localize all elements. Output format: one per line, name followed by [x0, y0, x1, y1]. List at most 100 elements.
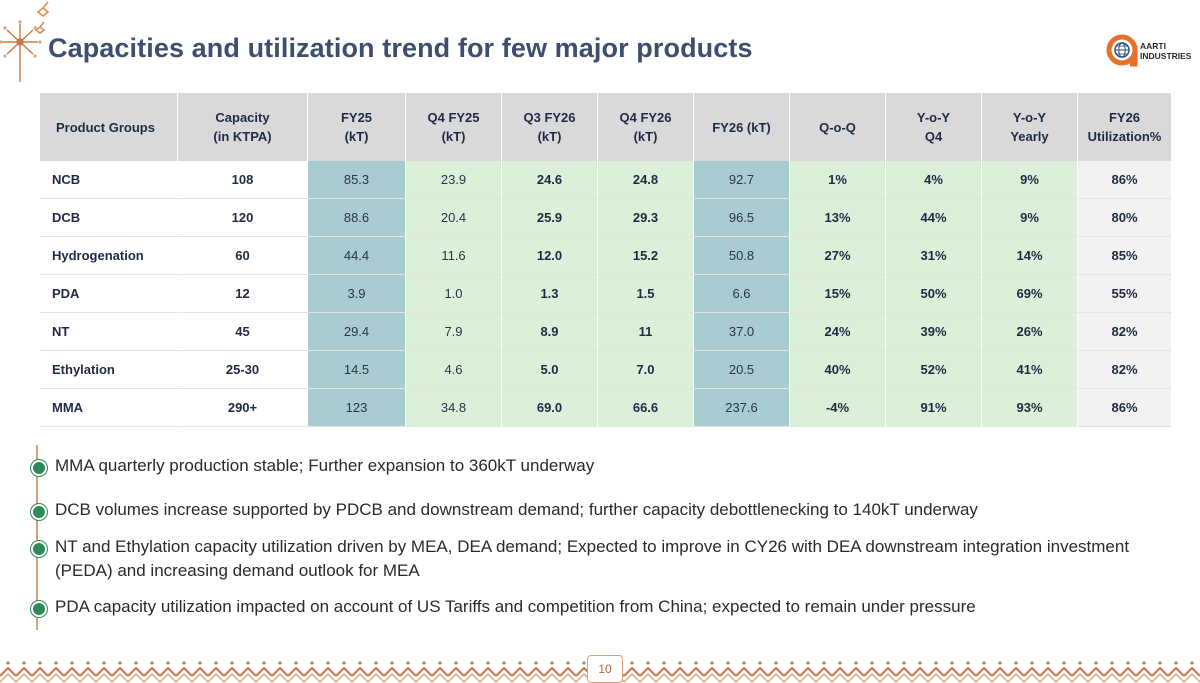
capacity-cell: 12	[178, 275, 308, 313]
brand-name-line1: AARTI	[1140, 41, 1166, 51]
fy25-cell: 85.3	[308, 161, 406, 199]
capacity-cell: 25-30	[178, 351, 308, 389]
yoy-yearly-cell: 9%	[982, 161, 1078, 199]
column-header: Product Groups	[40, 93, 178, 161]
table-body: NCB 108 85.3 23.9 24.6 24.8 92.7 1% 4% 9% 86% DCB 12…	[40, 161, 1172, 427]
fy26-cell: 6.6	[694, 275, 790, 313]
aarti-logo-icon	[1106, 34, 1138, 67]
fy26-cell: 37.0	[694, 313, 790, 351]
fy26-cell: 237.6	[694, 389, 790, 427]
q3fy26-cell: 24.6	[502, 161, 598, 199]
column-header: FY26 Utilization%	[1078, 93, 1172, 161]
column-header: Q4 FY26 (kT)	[598, 93, 694, 161]
q4fy25-cell: 7.9	[406, 313, 502, 351]
product-group-cell: DCB	[40, 199, 178, 237]
brand-name-line2: INDUSTRIES	[1140, 51, 1192, 61]
qoq-cell: 1%	[790, 161, 886, 199]
q3fy26-cell: 12.0	[502, 237, 598, 275]
commentary-text: NT and Ethylation capacity utilization d…	[55, 537, 1130, 580]
table-row: MMA 290+ 123 34.8 69.0 66.6 237.6 -4% 91% 93% 86%	[40, 389, 1172, 427]
table-row: NCB 108 85.3 23.9 24.6 24.8 92.7 1% 4% 9% 86%	[40, 161, 1172, 199]
yoy-yearly-cell: 9%	[982, 199, 1078, 237]
fy25-cell: 29.4	[308, 313, 406, 351]
table-row: DCB 120 88.6 20.4 25.9 29.3 96.5 13% 44% 9% 80%	[40, 199, 1172, 237]
product-group-cell: Ethylation	[40, 351, 178, 389]
page-number: 10	[587, 655, 623, 683]
qoq-cell: 27%	[790, 237, 886, 275]
capacity-utilization-table: Product Groups Capacity (in KTPA) FY25 (kT…	[40, 93, 1172, 427]
yoy-yearly-cell: 41%	[982, 351, 1078, 389]
page-title: Capacities and utilization trend for few…	[48, 33, 753, 63]
qoq-cell: 15%	[790, 275, 886, 313]
column-header: FY25 (kT)	[308, 93, 406, 161]
q4fy26-cell: 24.8	[598, 161, 694, 199]
qoq-cell: 13%	[790, 199, 886, 237]
capacity-cell: 290+	[178, 389, 308, 427]
bullet-guide-line	[36, 445, 38, 630]
utilization-cell: 82%	[1078, 313, 1172, 351]
utilization-cell: 85%	[1078, 237, 1172, 275]
q4fy26-cell: 7.0	[598, 351, 694, 389]
q4fy26-cell: 15.2	[598, 237, 694, 275]
fy26-cell: 50.8	[694, 237, 790, 275]
q3fy26-cell: 5.0	[502, 351, 598, 389]
yoy-q4-cell: 50%	[886, 275, 982, 313]
product-group-cell: MMA	[40, 389, 178, 427]
yoy-yearly-cell: 69%	[982, 275, 1078, 313]
commentary-item: MMA quarterly production stable; Further…	[30, 454, 1180, 478]
yoy-yearly-cell: 14%	[982, 237, 1078, 275]
column-header: Y-o-Y Yearly	[982, 93, 1078, 161]
fy26-cell: 92.7	[694, 161, 790, 199]
yoy-yearly-cell: 26%	[982, 313, 1078, 351]
q3fy26-cell: 1.3	[502, 275, 598, 313]
q4fy25-cell: 1.0	[406, 275, 502, 313]
table-header-row: Product Groups Capacity (in KTPA) FY25 (kT…	[40, 93, 1172, 161]
commentary-item: PDA capacity utilization impacted on acc…	[30, 595, 1180, 619]
utilization-cell: 80%	[1078, 199, 1172, 237]
utilization-cell: 86%	[1078, 389, 1172, 427]
qoq-cell: 24%	[790, 313, 886, 351]
q3fy26-cell: 8.9	[502, 313, 598, 351]
column-header: Q-o-Q	[790, 93, 886, 161]
commentary-text: DCB volumes increase supported by PDCB a…	[55, 500, 978, 519]
q4fy26-cell: 11	[598, 313, 694, 351]
fy25-cell: 88.6	[308, 199, 406, 237]
product-group-cell: NCB	[40, 161, 178, 199]
q3fy26-cell: 25.9	[502, 199, 598, 237]
product-group-cell: Hydrogenation	[40, 237, 178, 275]
yoy-q4-cell: 91%	[886, 389, 982, 427]
fy26-cell: 96.5	[694, 199, 790, 237]
column-header: Q3 FY26 (kT)	[502, 93, 598, 161]
product-group-cell: PDA	[40, 275, 178, 313]
capacity-cell: 120	[178, 199, 308, 237]
capacity-cell: 45	[178, 313, 308, 351]
column-header: Capacity (in KTPA)	[178, 93, 308, 161]
q3fy26-cell: 69.0	[502, 389, 598, 427]
fy25-cell: 44.4	[308, 237, 406, 275]
bullet-dot-icon	[31, 541, 47, 557]
yoy-q4-cell: 44%	[886, 199, 982, 237]
decorative-ornament-icon	[0, 1, 50, 82]
qoq-cell: 40%	[790, 351, 886, 389]
column-header: Y-o-Y Q4	[886, 93, 982, 161]
fy26-cell: 20.5	[694, 351, 790, 389]
q4fy25-cell: 34.8	[406, 389, 502, 427]
commentary-item: NT and Ethylation capacity utilization d…	[30, 535, 1180, 583]
commentary-text: PDA capacity utilization impacted on acc…	[55, 597, 976, 616]
fy25-cell: 14.5	[308, 351, 406, 389]
utilization-cell: 82%	[1078, 351, 1172, 389]
column-header: Q4 FY25 (kT)	[406, 93, 502, 161]
bullet-dot-icon	[31, 504, 47, 520]
bullet-dot-icon	[31, 601, 47, 617]
utilization-cell: 86%	[1078, 161, 1172, 199]
brand-name: AARTI INDUSTRIES	[1140, 41, 1200, 61]
table-row: PDA 12 3.9 1.0 1.3 1.5 6.6 15% 50% 69% 55%	[40, 275, 1172, 313]
bullet-dot-icon	[31, 460, 47, 476]
utilization-cell: 55%	[1078, 275, 1172, 313]
commentary-item: DCB volumes increase supported by PDCB a…	[30, 498, 1180, 522]
q4fy25-cell: 11.6	[406, 237, 502, 275]
q4fy25-cell: 4.6	[406, 351, 502, 389]
table-row: NT 45 29.4 7.9 8.9 11 37.0 24% 39% 26% 82%	[40, 313, 1172, 351]
yoy-q4-cell: 31%	[886, 237, 982, 275]
q4fy25-cell: 23.9	[406, 161, 502, 199]
